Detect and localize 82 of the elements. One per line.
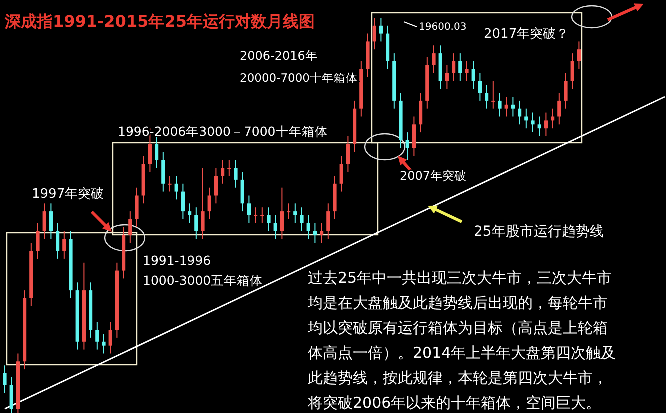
candlestick [168, 176, 172, 192]
candlestick [194, 207, 198, 240]
candlestick [504, 96, 508, 118]
candlestick [214, 168, 218, 204]
candlestick [458, 53, 462, 82]
candlestick [234, 160, 238, 188]
candlestick [49, 203, 53, 240]
candlestick [287, 203, 291, 220]
candlestick [326, 203, 330, 240]
annotation: 体高点一倍）。2014年上半年大盘第四次触及 [308, 344, 616, 362]
candlestick [300, 207, 304, 232]
candlestick [174, 176, 178, 200]
candlestick [188, 203, 192, 224]
candlestick [155, 136, 159, 169]
candlestick [445, 64, 449, 90]
candlestick [531, 112, 535, 134]
candlestick [570, 53, 574, 90]
annotation: 1000-3000五年箱体 [143, 273, 264, 288]
candlestick [201, 168, 205, 240]
annotation: 20000-7000十年箱体 [240, 71, 358, 85]
annotation: 19600.03 [419, 22, 467, 33]
candlestick [10, 376, 14, 413]
candlestick [419, 92, 423, 134]
candlestick [102, 334, 106, 354]
candlestick [511, 96, 515, 118]
candlestick [564, 72, 568, 110]
candlestick [128, 211, 132, 244]
candlestick [228, 160, 232, 176]
annotation: 此趋势线，按此规律，本轮是第四次大牛市， [308, 369, 608, 387]
candlestick [485, 84, 489, 110]
candlestick [346, 136, 350, 173]
candlestick [62, 230, 66, 260]
candlestick [135, 187, 139, 228]
candlestick [280, 187, 284, 240]
candlestick [162, 152, 166, 192]
candlestick [274, 215, 278, 240]
candlestick [294, 203, 298, 224]
candlestick [538, 116, 542, 137]
chart-title: 深成指1991-2015年25年运行对数月线图 [4, 12, 315, 31]
annotation: 2017年突破？ [484, 27, 570, 42]
candlestick [313, 222, 317, 244]
candlestick [42, 203, 46, 240]
annotation: 1991-1996 [143, 253, 212, 268]
candlestick [372, 18, 376, 50]
candlestick [221, 160, 225, 184]
candlestick [577, 41, 581, 70]
candlestick [406, 132, 410, 161]
candlestick [108, 322, 112, 354]
annotation: 过去25年中一共出现三次大牛市，三次大牛市 [308, 269, 612, 287]
candlestick [240, 172, 244, 212]
candlestick [465, 60, 469, 82]
candlestick [181, 183, 185, 220]
annotation: 2007年突破 [400, 169, 467, 183]
candlestick [96, 322, 100, 350]
candlestick [518, 100, 522, 126]
candlestick [247, 195, 251, 224]
candlestick [544, 112, 548, 137]
candlestick [472, 60, 476, 90]
candlestick [340, 156, 344, 192]
candlestick [320, 222, 324, 244]
candlestick [379, 18, 383, 42]
candlestick [498, 92, 502, 118]
candlestick [558, 92, 562, 126]
candlestick [412, 116, 416, 157]
candlestick [452, 53, 456, 82]
candlestick [56, 222, 60, 260]
annotation: 均是在大盘触及此趋势线后出现的，每轮牛市 [307, 294, 608, 312]
candlestick [260, 207, 264, 224]
candlestick [36, 222, 40, 260]
annotation: 均以突破原有运行箱体为目标（高点是上轮箱 [307, 319, 608, 337]
annotation: 2006-2016年 [240, 49, 318, 63]
candlestick [478, 72, 482, 102]
candlestick [432, 45, 436, 74]
candlestick [208, 187, 212, 220]
candlestick [3, 365, 7, 394]
candlestick [306, 215, 310, 240]
annotation: 25年股市运行趋势线 [474, 224, 604, 240]
candlestick [492, 80, 496, 110]
annotation: 1997年突破 [32, 187, 104, 202]
annotation: 将突破2006年以来的十年箱体，空间巨大。 [307, 394, 602, 412]
candlestick [254, 207, 258, 224]
candlestick [267, 207, 271, 232]
